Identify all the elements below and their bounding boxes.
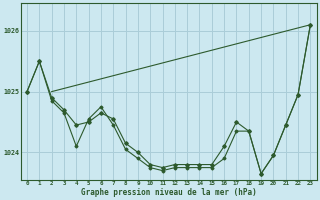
X-axis label: Graphe pression niveau de la mer (hPa): Graphe pression niveau de la mer (hPa) bbox=[81, 188, 257, 197]
